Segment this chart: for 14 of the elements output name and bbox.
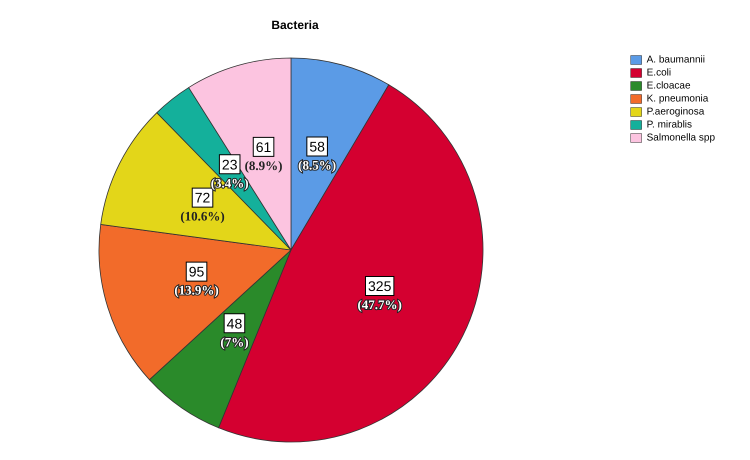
legend-label: E.coli	[646, 68, 672, 78]
data-label: 72 (10.6%)	[180, 190, 225, 224]
data-label: 95 (13.9%)	[174, 264, 219, 298]
legend-label: K. pneumonia	[646, 94, 709, 104]
data-label: 48 (7%)	[220, 315, 249, 350]
legend-label: P. mirablis	[646, 120, 692, 130]
chart-title: Bacteria	[271, 18, 319, 32]
legend-label: P.aeroginosa	[646, 106, 705, 118]
data-label: 58 (8.5%)	[298, 138, 336, 173]
legend-label: A. baumannii	[646, 54, 705, 66]
legend-label: Salmonella spp	[646, 132, 716, 144]
data-label: 61 (8.9%)	[244, 138, 283, 173]
data-label: 325 (47.7%)	[357, 278, 402, 312]
legend-label: E.cloacae	[646, 80, 691, 92]
